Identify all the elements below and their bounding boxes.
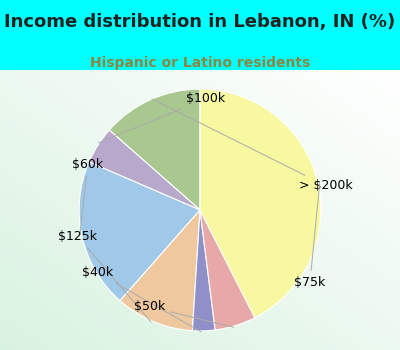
Wedge shape	[200, 210, 255, 330]
Text: $75k: $75k	[294, 184, 326, 289]
Text: $60k: $60k	[72, 158, 103, 234]
Wedge shape	[89, 130, 200, 210]
Text: Income distribution in Lebanon, IN (%): Income distribution in Lebanon, IN (%)	[4, 13, 396, 30]
Wedge shape	[200, 89, 321, 318]
Wedge shape	[109, 89, 200, 210]
Wedge shape	[79, 162, 200, 301]
Wedge shape	[120, 210, 200, 331]
Text: $50k: $50k	[134, 300, 234, 327]
Wedge shape	[192, 210, 215, 331]
Text: $125k: $125k	[58, 230, 151, 322]
Text: $100k: $100k	[98, 92, 226, 143]
Text: $40k: $40k	[82, 266, 202, 332]
Text: Hispanic or Latino residents: Hispanic or Latino residents	[90, 56, 310, 70]
Text: > $200k: > $200k	[152, 99, 353, 192]
